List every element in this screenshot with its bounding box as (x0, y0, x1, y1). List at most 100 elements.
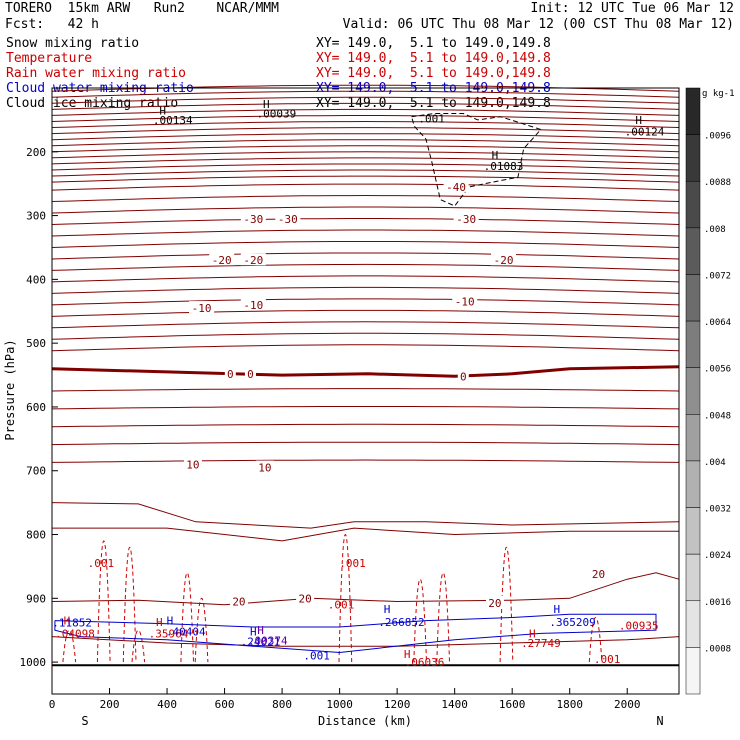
isotherm-line (51, 145, 680, 153)
rain-contour-line (96, 540, 111, 663)
rain-contour-line (180, 572, 194, 663)
snow-contour (411, 113, 542, 207)
colorbar-segment (685, 600, 701, 648)
isotherm-line (51, 241, 680, 248)
temperature-label: 10 (258, 462, 271, 475)
colorbar-label: .0016 (704, 598, 731, 608)
isotherm-line (51, 127, 680, 135)
cloud-water-label: .266852 (378, 616, 424, 629)
temperature-label: 20 (592, 568, 605, 581)
colorbar-segment (685, 227, 701, 275)
colorbar-segment (685, 414, 701, 462)
y-tick-label: 500 (26, 337, 46, 350)
cloud-water-label: .001 (303, 650, 330, 663)
isotherm-line (51, 344, 680, 352)
isotherm-line (51, 102, 680, 110)
colorbar-label: .0096 (704, 132, 731, 142)
temperature-label: -30 (243, 213, 263, 226)
forecast-hour: Fcst: 42 h (5, 17, 99, 32)
isotherm-line (51, 459, 680, 463)
isotherm-line (51, 502, 680, 529)
plot-frame (51, 87, 680, 695)
colorbar: .0096 .0088 .008 .0072 .0064 .0056 .0048 .004 .0… (685, 87, 735, 695)
colorbar-label: .0024 (704, 551, 731, 561)
label-background (457, 369, 469, 382)
colorbar-label: .0008 (704, 644, 731, 654)
snow-label: H (263, 98, 270, 111)
cloud-water-contours (54, 613, 657, 654)
y-tick-label: 200 (26, 146, 46, 159)
init-time: Init: 12 UTC Tue 06 Mar 12 (530, 1, 735, 16)
temperature-label: 0 (227, 368, 234, 381)
y-tick-label: 600 (26, 401, 46, 414)
isotherm-line (51, 388, 680, 392)
isotherm-line (51, 157, 680, 165)
rain-label: H (156, 616, 163, 629)
temperature-label: -10 (243, 299, 263, 312)
snow-label: H (492, 149, 499, 162)
end-label-north: N (656, 714, 663, 728)
rain-label: .06036 (405, 656, 445, 669)
contour-lines (51, 84, 680, 667)
rain-label: .001 (339, 557, 366, 570)
isotherm-line (51, 139, 680, 147)
label-background (453, 211, 479, 224)
label-background (189, 301, 215, 314)
rain-contour-line (338, 533, 353, 663)
x-tick-label: 800 (272, 698, 292, 711)
rain-contour-line (436, 572, 450, 663)
temperature-label: -10 (455, 296, 475, 309)
rain-contour-line (62, 629, 77, 663)
label-background (275, 211, 301, 224)
colorbar-segment (685, 460, 701, 508)
x-tick-label: 0 (49, 698, 56, 711)
label-background (443, 179, 469, 192)
y-tick-label: 400 (26, 273, 46, 286)
cloud-water-label: H (167, 615, 174, 628)
cloud-water-label: H (384, 603, 391, 616)
isotherm-line (51, 120, 680, 128)
y-tick-label: 800 (26, 529, 46, 542)
isotherm-line (51, 229, 680, 237)
label-background (183, 457, 202, 470)
x-tick-label: 600 (215, 698, 235, 711)
isotherm-line (51, 108, 680, 116)
cloud-water-label: .24021 (241, 636, 281, 649)
rain-label: .001 (88, 557, 115, 570)
isotherm-line (51, 423, 680, 428)
colorbar-segment (685, 553, 701, 602)
rain-contour-line (588, 616, 603, 663)
isotherm-line (51, 572, 680, 606)
rain-label: .27749 (521, 637, 561, 650)
temperature-label: 20 (298, 592, 311, 605)
label-background (224, 366, 236, 379)
colorbar-segment (685, 180, 701, 229)
colorbar-segment (685, 274, 701, 322)
isotherm-line (51, 275, 680, 283)
cloud-ice-label: H (257, 624, 264, 637)
snow-contour-line (411, 113, 542, 207)
snow-label: .001 (418, 113, 445, 126)
cloud-water-contour-line (54, 613, 657, 654)
rain-label: .001 (594, 653, 621, 666)
label-background (240, 253, 266, 266)
label-background (452, 294, 478, 307)
isotherm-line (51, 321, 680, 329)
snow-label: H (159, 104, 166, 117)
temperature-label: -20 (212, 254, 232, 267)
cloud-water-label: .365209 (549, 616, 595, 629)
temperature-label: -20 (243, 254, 263, 267)
isotherm-line (51, 169, 680, 177)
isotherm-line (51, 441, 680, 446)
temperature-label: -30 (456, 213, 476, 226)
colorbar-segment (685, 367, 701, 415)
cloud-ice-label: .00374 (248, 634, 288, 647)
isotherm-line (51, 151, 680, 159)
colorbar-label: .0032 (704, 505, 731, 515)
rain-label: .00935 (619, 620, 659, 633)
temperature-label: 20 (232, 596, 245, 609)
x-tick-label: 400 (157, 698, 177, 711)
isotherm-line (51, 175, 680, 183)
x-tick-label: 1600 (499, 698, 526, 711)
